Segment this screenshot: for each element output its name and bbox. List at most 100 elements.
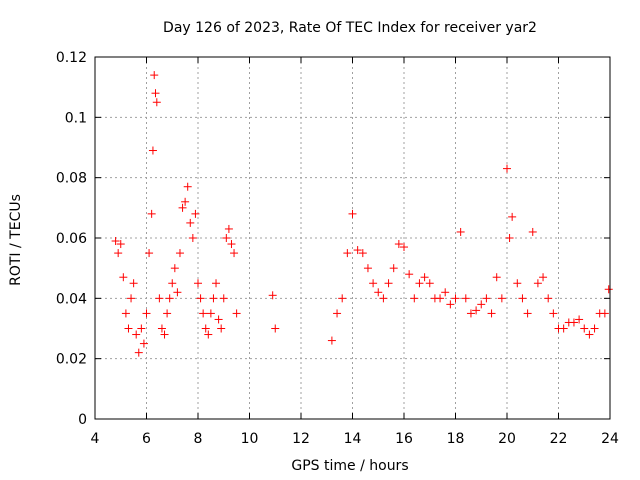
grid-lines [95, 57, 610, 419]
data-point [549, 309, 558, 318]
data-point [559, 324, 568, 333]
data-point [121, 309, 130, 318]
x-tick-label: 12 [292, 431, 310, 447]
data-point [477, 300, 486, 309]
data-point [472, 306, 481, 315]
x-tick-label: 20 [498, 431, 516, 447]
data-point [528, 227, 537, 236]
data-point [420, 273, 429, 282]
data-point [271, 324, 280, 333]
data-point [168, 279, 177, 288]
data-point [181, 197, 190, 206]
data-point [425, 279, 434, 288]
data-point [119, 273, 128, 282]
data-point [163, 309, 172, 318]
x-axis-label: GPS time / hours [291, 458, 408, 474]
x-tick-label: 22 [550, 431, 568, 447]
data-point [157, 324, 166, 333]
axis-ticks: 4 6 8 10 12 14 16 18 20 22 24 0 0.02 0.04 0.06 0.08 0.1 0… [56, 50, 619, 447]
data-point [338, 294, 347, 303]
data-point [129, 279, 138, 288]
data-point [204, 330, 213, 339]
x-tick-label: 6 [142, 431, 151, 447]
y-tick-label: 0.1 [65, 110, 87, 126]
data-point [212, 279, 221, 288]
data-point [389, 264, 398, 273]
data-point [186, 218, 195, 227]
data-point [436, 294, 445, 303]
data-point [348, 209, 357, 218]
data-point [199, 309, 208, 318]
data-point [124, 324, 133, 333]
data-point [575, 315, 584, 324]
x-tick-label: 14 [344, 431, 362, 447]
data-point [173, 288, 182, 297]
data-point [217, 324, 226, 333]
data-point [191, 209, 200, 218]
data-point [152, 98, 161, 107]
data-point [222, 234, 231, 242]
y-tick-label: 0.04 [56, 291, 87, 307]
data-point [333, 309, 342, 318]
data-point [127, 294, 136, 303]
data-point [446, 300, 455, 309]
data-point [492, 273, 501, 282]
data-point [145, 249, 154, 258]
data-point [369, 279, 378, 288]
data-point [196, 294, 205, 303]
data-point [188, 234, 197, 242]
data-point [518, 294, 527, 303]
data-point [170, 264, 179, 273]
data-point [456, 227, 465, 236]
data-point [232, 309, 241, 318]
data-point [394, 240, 403, 249]
data-point [343, 249, 352, 258]
data-point [533, 279, 542, 288]
data-point [111, 237, 120, 246]
data-point [134, 348, 143, 357]
data-point [580, 324, 589, 333]
data-point [508, 212, 517, 221]
data-point [183, 182, 192, 191]
data-point [600, 309, 609, 318]
data-point [230, 249, 239, 258]
x-tick-label: 8 [194, 431, 203, 447]
x-tick-label: 18 [447, 431, 465, 447]
data-point [405, 270, 414, 279]
data-point [604, 285, 613, 294]
data-point [268, 291, 277, 300]
data-points [111, 71, 613, 357]
chart-title: Day 126 of 2023, Rate Of TEC Index for r… [163, 20, 537, 36]
y-tick-label: 0.08 [56, 171, 87, 187]
data-point [505, 234, 514, 242]
data-point [139, 339, 148, 348]
data-point [415, 279, 424, 288]
data-point [569, 318, 578, 327]
data-point [150, 71, 159, 80]
data-point [374, 288, 383, 297]
x-tick-label: 16 [395, 431, 413, 447]
data-point [513, 279, 522, 288]
data-point [400, 243, 408, 252]
data-point [497, 294, 506, 303]
data-point [175, 249, 184, 258]
data-point [206, 309, 215, 318]
x-tick-label: 24 [601, 431, 619, 447]
data-point [379, 294, 388, 303]
data-point [327, 336, 336, 345]
data-point [151, 89, 160, 98]
data-point [585, 330, 594, 339]
data-point [114, 249, 123, 258]
data-point [137, 324, 146, 333]
data-point [358, 249, 367, 258]
data-point [441, 288, 450, 297]
data-point [384, 279, 393, 288]
y-tick-label: 0.12 [56, 50, 87, 66]
data-point [147, 209, 156, 218]
data-point [194, 279, 202, 288]
data-point [209, 294, 218, 303]
data-point [219, 294, 228, 303]
data-point [544, 294, 553, 303]
data-point [482, 294, 491, 303]
data-point [160, 330, 169, 339]
